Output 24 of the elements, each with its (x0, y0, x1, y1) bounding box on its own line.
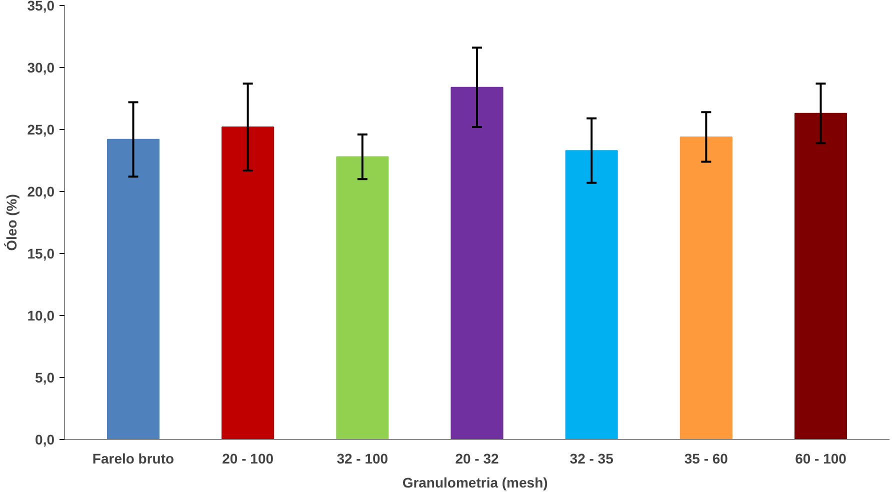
bar (565, 150, 618, 440)
x-tick-label: 32 - 35 (570, 450, 614, 466)
bar (336, 156, 389, 440)
y-tick-label: 20,0 (27, 184, 55, 200)
y-axis-title: Óleo (%) (3, 194, 20, 251)
x-tick-label: 20 - 32 (455, 450, 500, 466)
y-tick-label: 0,0 (35, 432, 55, 448)
y-tick-label: 25,0 (27, 122, 55, 138)
x-tick-label: 32 - 100 (336, 450, 388, 466)
x-axis-title: Granulometria (mesh) (402, 474, 548, 490)
bar (222, 126, 274, 440)
y-tick-label: 35,0 (27, 0, 55, 14)
y-tick-label: 15,0 (27, 246, 55, 262)
x-tick-label: Farelo bruto (92, 450, 174, 466)
bar (450, 86, 504, 440)
bar (794, 112, 848, 440)
y-tick-label: 10,0 (27, 308, 55, 324)
bar (106, 138, 160, 440)
bar (680, 136, 732, 440)
x-tick-label: 60 - 100 (795, 450, 847, 466)
x-tick-label: 20 - 100 (222, 450, 274, 466)
y-tick-label: 5,0 (35, 370, 55, 386)
x-tick-label: 35 - 60 (684, 450, 728, 466)
y-tick-label: 30,0 (27, 60, 55, 76)
